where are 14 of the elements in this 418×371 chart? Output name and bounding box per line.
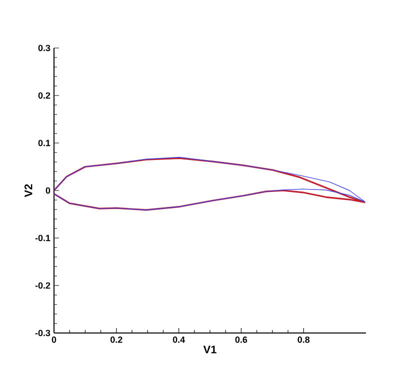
x-tick-label: 0.2: [110, 336, 122, 343]
x-tick-label: 0: [52, 336, 56, 343]
x-tick-label: 0.8: [298, 336, 310, 343]
x-tick-label: 0.4: [172, 336, 185, 343]
y-tick-label: 0: [46, 187, 50, 194]
y-tick-label: 0.2: [38, 92, 50, 99]
y-tick-label: -0.2: [35, 282, 50, 289]
y-axis-title: V2: [24, 184, 32, 198]
x-axis-title: V1: [203, 346, 216, 354]
y-tick-label: -0.3: [35, 330, 50, 336]
y-tick-label: 0.3: [38, 44, 50, 52]
y-tick-label: 0.1: [38, 140, 50, 146]
y-tick-label: -0.1: [35, 234, 50, 242]
x-tick-label: 0.6: [235, 336, 248, 343]
